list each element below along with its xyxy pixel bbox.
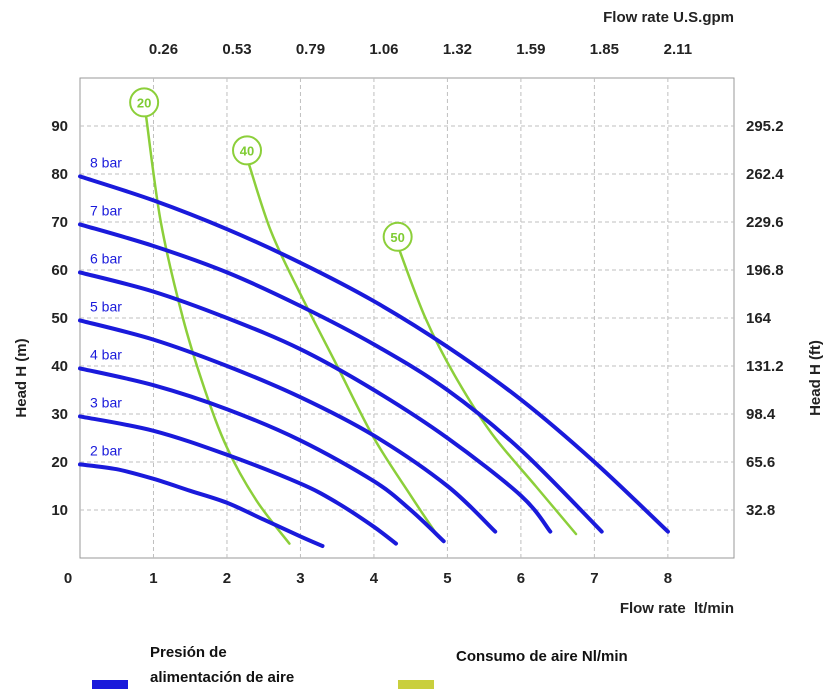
air-curve-label-circle — [382, 221, 413, 252]
y-left-tick-label: 10 — [51, 502, 68, 519]
pressure-curve-label: 2 bar — [90, 442, 122, 458]
air-legend-swatch — [398, 680, 434, 689]
pressure-curve-label: 8 bar — [90, 154, 122, 170]
y-left-tick-label: 30 — [51, 406, 68, 423]
air-curve-label: 40 — [240, 143, 254, 158]
pressure-curve-label: 3 bar — [90, 394, 122, 410]
x-top-tick-label: 0.53 — [222, 41, 251, 58]
pressure-curve-label: 7 bar — [90, 202, 122, 218]
x-top-tick-label: 2.11 — [664, 41, 692, 58]
y-left-tick-label: 80 — [51, 166, 68, 183]
pressure-legend-swatch — [92, 680, 128, 689]
y-right-tick-label: 229.6 — [746, 214, 784, 231]
pressure-curve-7-bar — [78, 222, 604, 534]
y-right-tick-label: 65.6 — [746, 454, 775, 471]
pressure-legend-line1: Presión de — [150, 644, 227, 661]
x-bottom-tick-label: 7 — [590, 570, 598, 587]
y-left-tick-label: 60 — [51, 262, 68, 279]
y-right-tick-label: 295.2 — [746, 118, 784, 135]
y-left-tick-label: 90 — [51, 118, 68, 135]
air-curve-label-circle — [129, 87, 160, 118]
x-top-tick-label: 1.59 — [516, 41, 545, 58]
x-bottom-tick-label: 4 — [370, 570, 379, 587]
y-right-tick-label: 98.4 — [746, 406, 776, 423]
y-right-tick-label: 131.2 — [746, 358, 784, 375]
air-consumption-curve-40 — [247, 163, 438, 536]
pressure-curve-8-bar — [78, 174, 670, 534]
pressure-curve-6-bar — [78, 270, 553, 534]
x-bottom-tick-label: 3 — [296, 570, 304, 587]
x-bottom-tick-label: 5 — [443, 570, 451, 587]
x-top-axis-title: Flow rate U.S.gpm — [603, 9, 734, 26]
x-top-tick-label: 1.85 — [590, 41, 619, 58]
x-bottom-tick-label: 6 — [517, 570, 525, 587]
pressure-curve-2-bar — [78, 462, 325, 548]
air-consumption-curve-50 — [398, 249, 578, 536]
x-top-tick-label: 1.32 — [443, 41, 472, 58]
x-bottom-tick-label: 1 — [149, 570, 157, 587]
pressure-curve-label: 4 bar — [90, 346, 122, 362]
x-bottom-axis-title: Flow rate lt/min — [620, 600, 734, 617]
x-bottom-tick-label: 2 — [223, 570, 231, 587]
pressure-curve-label: 6 bar — [90, 250, 122, 266]
y-right-tick-label: 196.8 — [746, 262, 784, 279]
pressure-curve-3-bar — [78, 414, 398, 546]
air-curve-label: 50 — [390, 230, 404, 245]
air-curve-label: 20 — [137, 95, 151, 110]
y-right-axis-title: Head H (ft) — [807, 340, 824, 416]
x-bottom-tick-label: 0 — [64, 570, 72, 587]
y-left-tick-label: 70 — [51, 214, 68, 231]
air-legend-label: Consumo de aire Nl/min — [456, 648, 628, 665]
pressure-curve-4-bar — [78, 366, 446, 544]
y-left-tick-label: 50 — [51, 310, 68, 327]
pressure-curve-label: 5 bar — [90, 298, 122, 314]
pressure-legend-line2: alimentación de aire — [150, 669, 295, 686]
y-right-tick-label: 262.4 — [746, 166, 784, 183]
y-right-tick-label: 164 — [746, 310, 772, 327]
x-bottom-tick-label: 8 — [664, 570, 672, 587]
y-left-tick-label: 40 — [51, 358, 68, 375]
y-left-axis-title: Head H (m) — [13, 338, 30, 417]
y-left-tick-label: 20 — [51, 454, 68, 471]
x-top-tick-label: 0.26 — [149, 41, 178, 58]
air-curve-label-circle — [232, 135, 263, 166]
x-top-tick-label: 0.79 — [296, 41, 325, 58]
y-right-tick-label: 32.8 — [746, 502, 775, 519]
pressure-legend-label: Presión de alimentación de aire — [150, 640, 294, 690]
pressure-curve-5-bar — [78, 318, 498, 534]
air-consumption-curve-20 — [144, 115, 291, 545]
x-top-tick-label: 1.06 — [369, 41, 398, 58]
